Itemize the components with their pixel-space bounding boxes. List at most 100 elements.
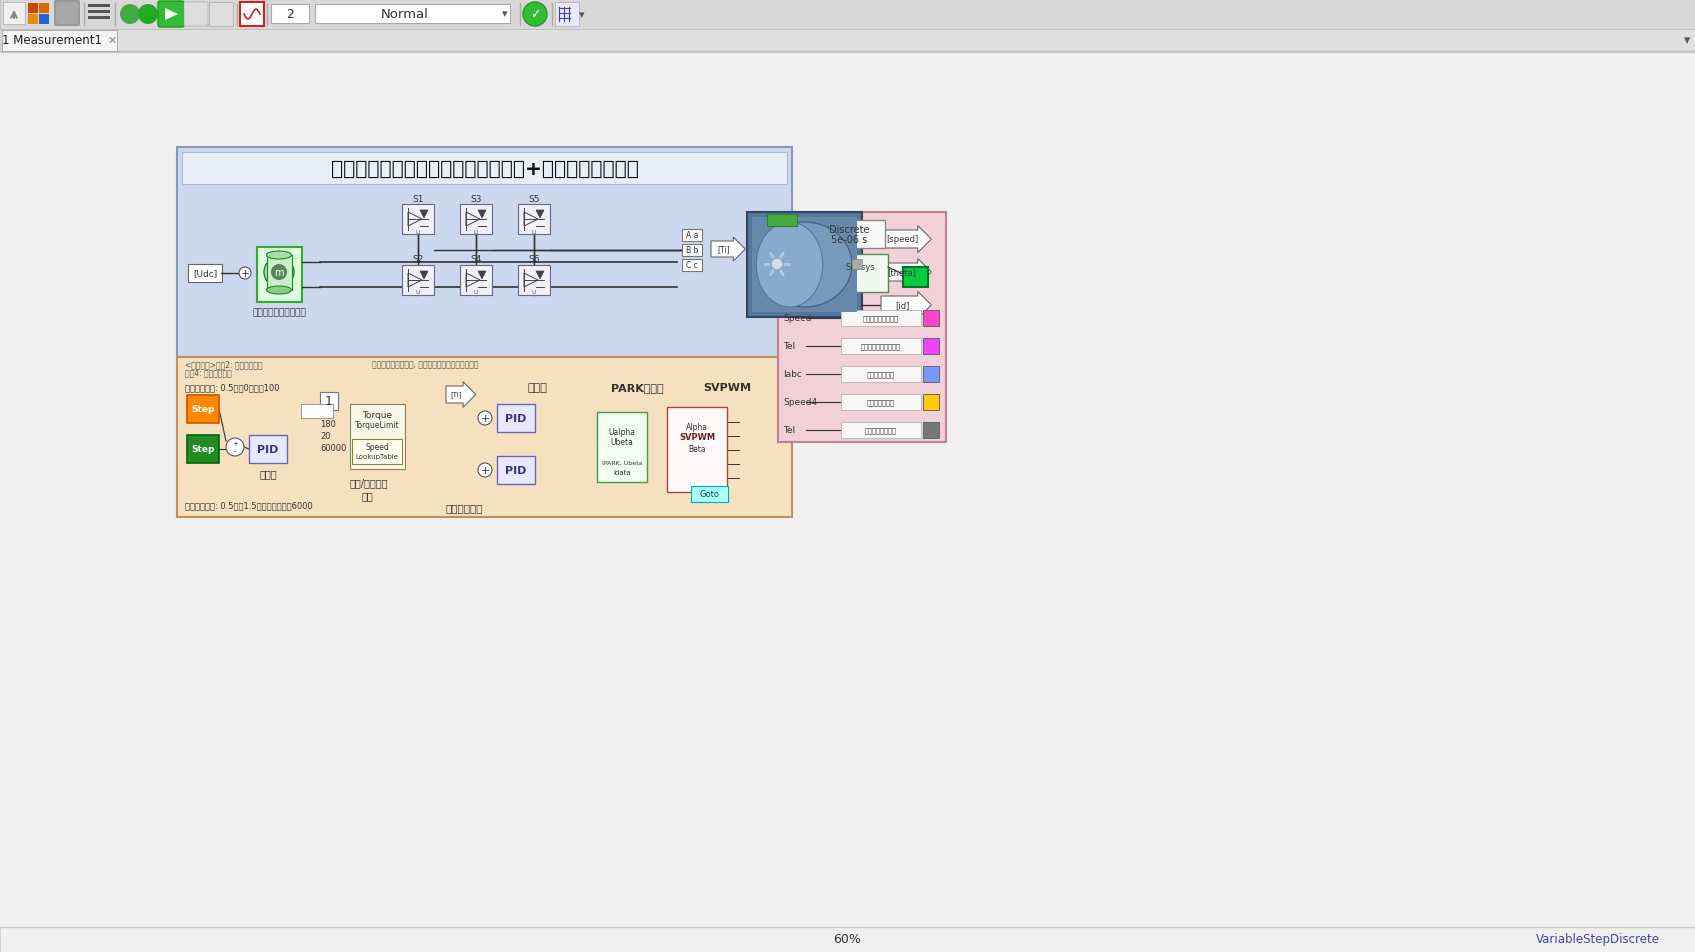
FancyBboxPatch shape bbox=[208, 3, 232, 27]
Text: +
-: + - bbox=[232, 441, 237, 454]
Bar bbox=[681, 229, 702, 241]
FancyBboxPatch shape bbox=[692, 486, 727, 503]
Bar bbox=[88, 11, 110, 14]
Text: Idata: Idata bbox=[614, 469, 631, 475]
Text: Normal: Normal bbox=[381, 8, 429, 21]
Bar bbox=[0, 30, 1695, 52]
Text: PARK反变换: PARK反变换 bbox=[610, 383, 663, 392]
Ellipse shape bbox=[756, 223, 822, 307]
Text: Ualpha: Ualpha bbox=[609, 428, 636, 437]
Text: 60000: 60000 bbox=[320, 444, 346, 453]
Text: SVPWM: SVPWM bbox=[680, 433, 715, 442]
Text: S1: S1 bbox=[412, 194, 424, 204]
Bar bbox=[186, 396, 219, 424]
Circle shape bbox=[771, 259, 783, 270]
Bar bbox=[0, 927, 1695, 952]
Text: Iabc: Iabc bbox=[783, 370, 802, 379]
Text: S4: S4 bbox=[470, 255, 481, 265]
Bar bbox=[0, 0, 1695, 30]
Text: Subsys: Subsys bbox=[846, 263, 875, 272]
Text: S3: S3 bbox=[470, 194, 481, 204]
Circle shape bbox=[271, 265, 286, 281]
Text: Beta: Beta bbox=[688, 445, 705, 454]
Text: S2: S2 bbox=[412, 255, 424, 265]
Bar bbox=[841, 310, 920, 327]
Ellipse shape bbox=[266, 251, 292, 260]
Bar bbox=[668, 407, 727, 492]
Bar bbox=[402, 266, 434, 296]
Text: Goto: Goto bbox=[698, 490, 719, 499]
Text: Tel: Tel bbox=[783, 342, 795, 351]
Text: +: + bbox=[241, 268, 249, 279]
Bar bbox=[88, 17, 110, 20]
Bar bbox=[924, 310, 939, 327]
FancyBboxPatch shape bbox=[56, 3, 78, 25]
Text: 転矩/功率限制: 転矩/功率限制 bbox=[349, 478, 388, 487]
Text: 5e-06 s: 5e-06 s bbox=[831, 235, 868, 245]
Text: PID: PID bbox=[505, 466, 527, 475]
Bar bbox=[29, 4, 37, 14]
Text: [Ti]: [Ti] bbox=[717, 246, 731, 254]
Text: ✕: ✕ bbox=[107, 36, 117, 46]
Bar bbox=[88, 5, 110, 8]
Text: Ubeta: Ubeta bbox=[610, 438, 634, 447]
Text: speed: speed bbox=[785, 256, 814, 266]
Text: ▾: ▾ bbox=[502, 10, 508, 19]
Text: 模拟电动汽车应用场景: 模拟电动汽车应用场景 bbox=[253, 308, 305, 317]
FancyBboxPatch shape bbox=[188, 265, 222, 283]
Text: ✓: ✓ bbox=[531, 9, 541, 22]
Bar bbox=[841, 339, 920, 355]
Text: U: U bbox=[532, 229, 536, 234]
Text: speed: speed bbox=[302, 408, 327, 417]
Circle shape bbox=[478, 411, 492, 426]
Bar bbox=[903, 268, 927, 288]
Bar bbox=[497, 457, 536, 485]
Bar bbox=[271, 5, 308, 24]
Text: S5: S5 bbox=[529, 194, 539, 204]
Bar bbox=[176, 358, 792, 518]
Bar bbox=[924, 367, 939, 383]
Text: 1: 1 bbox=[325, 395, 332, 408]
Text: 60%: 60% bbox=[832, 933, 861, 945]
Bar bbox=[753, 218, 858, 312]
Text: +: + bbox=[480, 413, 490, 424]
FancyBboxPatch shape bbox=[185, 3, 208, 27]
Text: 转矩曲线专业号: 转矩曲线专业号 bbox=[868, 399, 895, 406]
Text: 转速环: 转速环 bbox=[259, 468, 276, 479]
Bar bbox=[519, 205, 549, 235]
Circle shape bbox=[239, 268, 251, 280]
FancyBboxPatch shape bbox=[302, 405, 332, 419]
Text: 180: 180 bbox=[320, 420, 336, 429]
Text: ▾: ▾ bbox=[1683, 34, 1690, 48]
Bar bbox=[320, 392, 337, 410]
FancyBboxPatch shape bbox=[710, 238, 746, 262]
Text: 2: 2 bbox=[286, 8, 293, 21]
Text: +: + bbox=[480, 466, 490, 475]
Bar bbox=[841, 423, 920, 439]
Circle shape bbox=[478, 464, 492, 478]
Circle shape bbox=[137, 5, 158, 25]
Text: Alpha: Alpha bbox=[686, 423, 709, 432]
Text: SVPWM: SVPWM bbox=[703, 383, 751, 392]
Bar bbox=[597, 412, 647, 483]
Text: m: m bbox=[275, 268, 283, 278]
FancyBboxPatch shape bbox=[554, 3, 580, 27]
Text: PID: PID bbox=[505, 413, 527, 424]
Text: Speed: Speed bbox=[783, 314, 812, 323]
Text: U: U bbox=[415, 229, 420, 234]
Bar bbox=[268, 256, 292, 290]
Bar bbox=[519, 266, 549, 296]
Text: [Udc]: [Udc] bbox=[193, 269, 217, 278]
Bar bbox=[497, 405, 536, 432]
Bar bbox=[924, 394, 939, 410]
FancyBboxPatch shape bbox=[446, 383, 476, 407]
FancyBboxPatch shape bbox=[881, 259, 931, 287]
Text: Tel: Tel bbox=[783, 426, 795, 435]
Text: Step: Step bbox=[192, 405, 215, 414]
Text: <模式切换>模式2: 电机转矩模式: <模式切换>模式2: 电机转矩模式 bbox=[185, 360, 263, 369]
Text: 转速控制模式: 0.5秒后1.5秒由最大上升到6000: 转速控制模式: 0.5秒后1.5秒由最大上升到6000 bbox=[185, 501, 314, 510]
Bar bbox=[315, 5, 510, 24]
Text: ▾: ▾ bbox=[580, 10, 585, 20]
Text: 20: 20 bbox=[320, 432, 331, 441]
Bar bbox=[841, 367, 920, 383]
